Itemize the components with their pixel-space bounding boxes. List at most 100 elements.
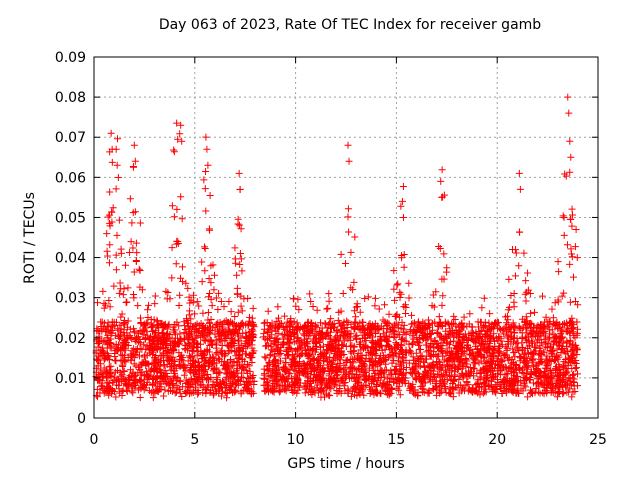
data-point [485,383,493,391]
data-point [453,332,461,340]
data-point [480,294,488,302]
data-point [495,324,503,332]
data-point [371,320,379,328]
data-point [112,251,120,259]
data-point [177,337,185,345]
data-point [559,321,567,329]
data-point [195,375,203,383]
data-point [566,168,574,176]
data-point [568,205,576,213]
data-point [438,373,446,381]
x-tick-label: 25 [589,432,607,448]
data-point [170,345,178,353]
data-point [110,377,118,385]
data-point [260,330,268,338]
data-point [465,350,473,358]
data-point [444,357,452,365]
data-point [206,191,214,199]
data-point [336,359,344,367]
data-point [527,309,535,317]
data-point [245,320,253,328]
data-point [405,294,413,302]
data-point [189,344,197,352]
data-point [207,279,215,287]
data-point [108,208,116,216]
data-point [400,263,408,271]
data-point [364,330,372,338]
data-point [560,213,568,221]
data-point [380,380,388,388]
data-point [304,338,312,346]
data-point [524,269,532,277]
data-point [194,332,202,340]
data-point [544,381,552,389]
data-point [415,336,423,344]
data-point [189,298,197,306]
data-point [104,340,112,348]
data-point [187,364,195,372]
data-point [569,370,577,378]
data-point [481,360,489,368]
data-point [205,293,213,301]
data-point [397,324,405,332]
data-point [440,250,448,258]
data-point [424,389,432,397]
data-point [571,364,579,372]
data-point [385,342,393,350]
data-point [371,294,379,302]
data-point [296,351,304,359]
data-point [347,248,355,256]
data-point [508,381,516,389]
data-point [131,208,139,216]
data-point [146,341,154,349]
data-point [474,318,482,326]
data-point [144,373,152,381]
data-point [238,267,246,275]
data-point [234,215,242,223]
data-point [242,333,250,341]
data-point [274,329,282,337]
data-point [325,332,333,340]
data-point [553,393,561,401]
data-point [421,374,429,382]
data-point [502,376,510,384]
data-point [494,376,502,384]
data-point [290,378,298,386]
data-point [325,290,333,298]
data-point [415,341,423,349]
data-point [121,376,129,384]
data-point [527,330,535,338]
data-point [480,324,488,332]
data-point [95,332,103,340]
data-point [528,370,536,378]
data-point [381,354,389,362]
data-point [168,202,176,210]
data-point [170,148,178,156]
data-point [353,331,361,339]
data-point [559,375,567,383]
data-point [439,292,447,300]
data-point [515,169,523,177]
data-point [558,334,566,342]
data-point [175,349,183,357]
data-point [356,308,364,316]
data-point [214,326,222,334]
data-point [236,351,244,359]
data-point [194,358,202,366]
data-point [326,375,334,383]
data-point [559,390,567,398]
data-point [488,324,496,332]
data-point [563,338,571,346]
data-point [449,320,457,328]
data-point [270,352,278,360]
data-point [206,341,214,349]
data-point [344,205,352,213]
data-point [269,346,277,354]
data-point [555,339,563,347]
data-point [513,345,521,353]
data-point [481,385,489,393]
data-point [107,335,115,343]
data-point [450,337,458,345]
data-point [289,358,297,366]
data-point [96,327,104,335]
